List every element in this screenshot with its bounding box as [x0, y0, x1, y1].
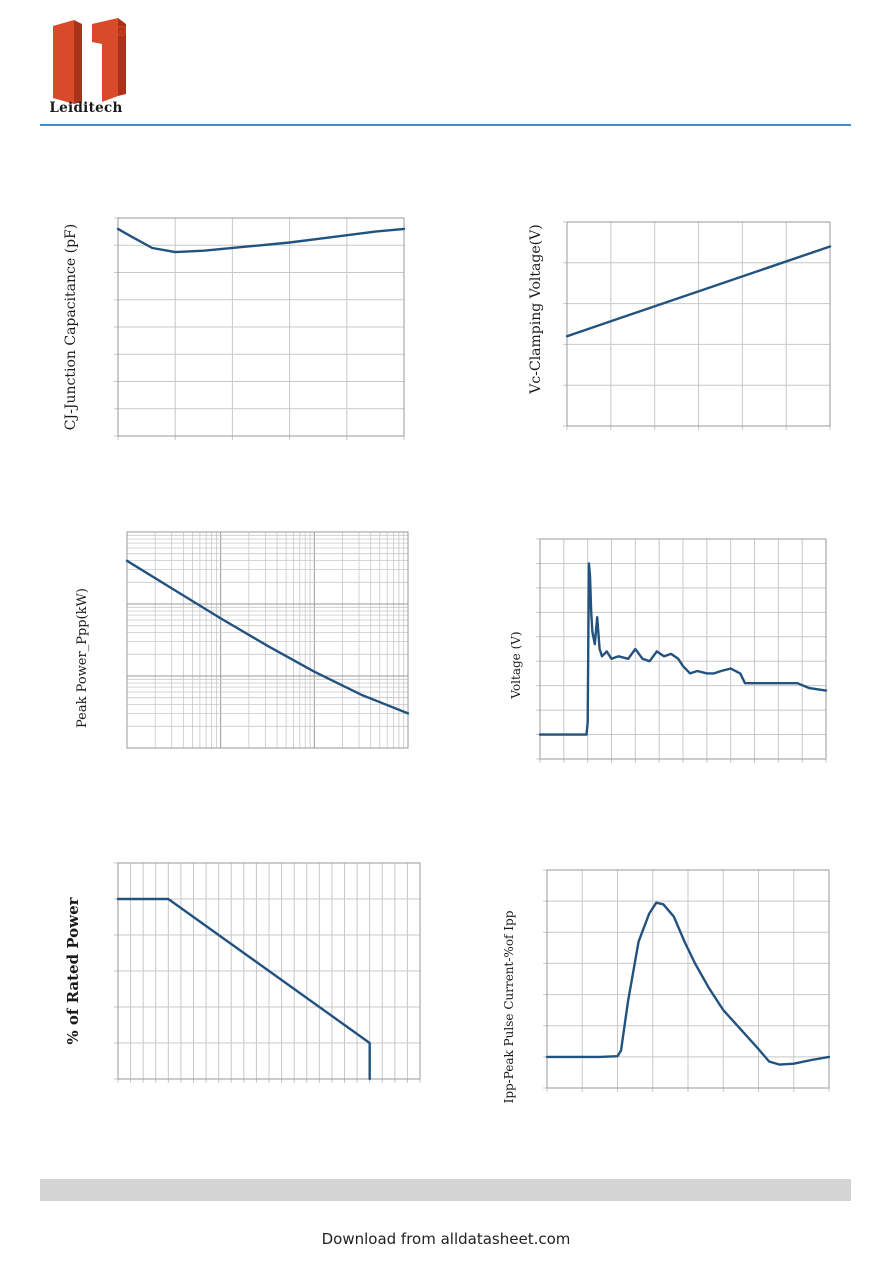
- chart-voltage-waveform: Voltage (V): [509, 538, 828, 763]
- logo-right-shadow: [118, 18, 126, 96]
- y-axis-label-vc-clamping: Vc-Clamping Voltage(V): [528, 224, 544, 394]
- logo-left-shadow: [74, 20, 82, 104]
- y-axis-label-pulse-current: Ipp-Peak Pulse Current-%of Ipp: [502, 910, 516, 1103]
- brand-name: Leiditech: [49, 100, 123, 116]
- leiditech-logo: ®: [53, 18, 126, 104]
- download-notice: Download from alldatasheet.com: [321, 1230, 571, 1248]
- footer-bar: [40, 1179, 851, 1201]
- y-axis-label-derating: % of Rated Power: [64, 896, 82, 1044]
- chart-vc-clamping: Vc-Clamping Voltage(V): [528, 221, 832, 430]
- plot-frame: [126, 531, 409, 749]
- series-line-pulse-current: [545, 901, 831, 1066]
- plot-frame: [546, 869, 830, 1089]
- plot-frame: [539, 538, 827, 760]
- logo-right-block: [92, 18, 118, 102]
- series-line-cj-capacitance: [116, 227, 406, 254]
- chart-derating: % of Rated Power: [64, 862, 421, 1083]
- header-rule: [40, 124, 851, 126]
- y-axis-label-voltage-waveform: Voltage (V): [509, 631, 523, 699]
- y-axis-label-cj-capacitance: CJ-Junction Capacitance (pF): [63, 224, 79, 430]
- plot-frame: [117, 862, 421, 1080]
- registered-mark: ®: [118, 29, 124, 36]
- registered-mark-circle: [116, 26, 126, 36]
- plot-frame: [566, 221, 831, 427]
- series-line-derating: [116, 897, 371, 1081]
- logo-left-block: [53, 20, 74, 104]
- chart-pulse-current: Ipp-Peak Pulse Current-%of Ipp: [502, 869, 831, 1103]
- series-line-peak-power: [125, 559, 410, 715]
- series-line-vc-clamping: [565, 245, 832, 338]
- chart-cj-capacitance: CJ-Junction Capacitance (pF): [63, 217, 406, 440]
- plot-frame: [117, 217, 405, 437]
- chart-peak-power: Peak Power_Ppp(kW): [75, 531, 410, 749]
- y-axis-label-peak-power: Peak Power_Ppp(kW): [75, 588, 90, 728]
- series-line-voltage-waveform: [538, 562, 828, 736]
